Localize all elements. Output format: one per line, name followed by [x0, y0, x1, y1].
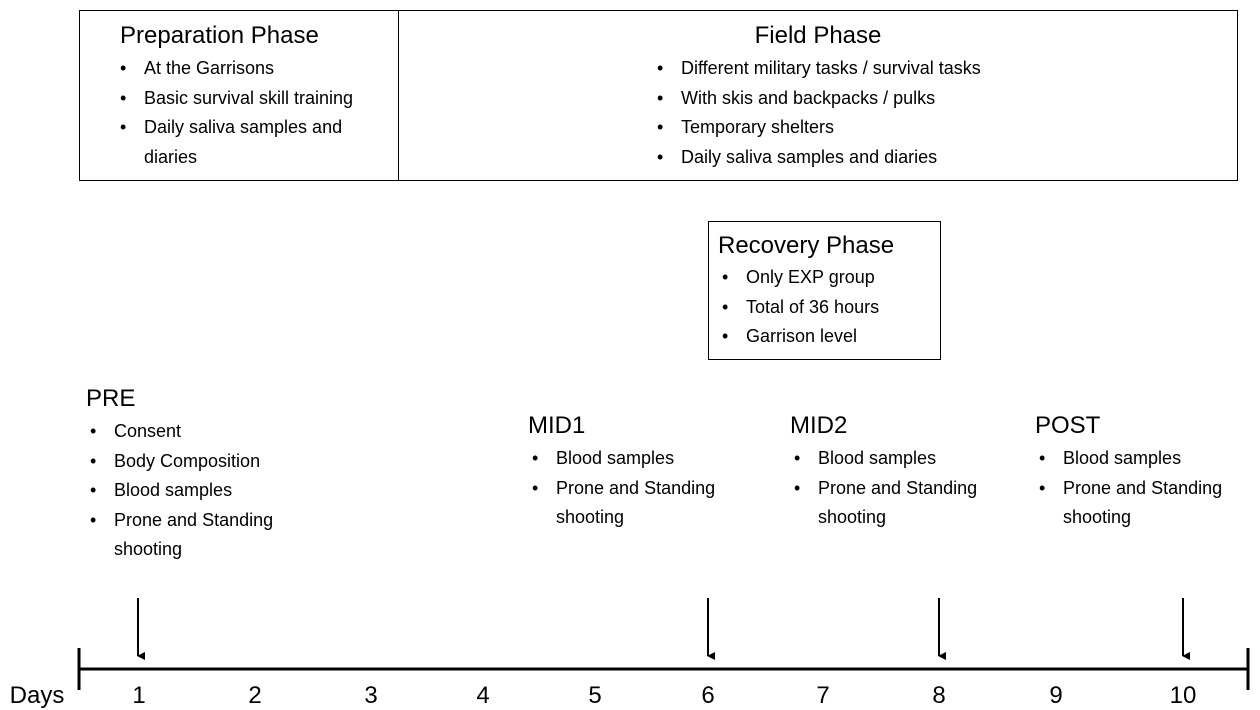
timepoint-list: Blood samplesProne and Standing shooting	[528, 444, 733, 533]
phase-list: Only EXP groupTotal of 36 hoursGarrison …	[718, 263, 938, 352]
phase-list: At the GarrisonsBasic survival skill tra…	[116, 54, 386, 172]
bullet-item: Prone and Standing shooting	[528, 474, 733, 533]
timepoint-title: POST	[1035, 412, 1101, 439]
day-label: 2	[248, 682, 262, 709]
timepoint-list: ConsentBody CompositionBlood samplesPron…	[86, 417, 291, 565]
bullet-item: Temporary shelters	[653, 113, 1213, 143]
bullet-item: Prone and Standing shooting	[1035, 474, 1240, 533]
bullet-item: Body Composition	[86, 447, 291, 477]
day-label: 3	[364, 682, 378, 709]
bullet-item: Garrison level	[718, 322, 938, 352]
phase-title: Field Phase	[754, 22, 882, 49]
timepoint: PRE ConsentBody CompositionBlood samplesP…	[86, 385, 291, 565]
bullet-item: Prone and Standing shooting	[86, 506, 291, 565]
timepoint-list: Blood samplesProne and Standing shooting	[1035, 444, 1240, 533]
timepoint-list: Blood samplesProne and Standing shooting	[790, 444, 995, 533]
top-box	[79, 10, 1238, 181]
phase: Recovery Phase Only EXP groupTotal of 36 …	[718, 232, 938, 352]
bullet-item: Blood samples	[86, 476, 291, 506]
timeline-label: Days	[9, 682, 65, 709]
bullet-item: Daily saliva samples and diaries	[653, 143, 1213, 173]
bullet-item: Blood samples	[1035, 444, 1240, 474]
timepoint: POST Blood samplesProne and Standing shoo…	[1035, 412, 1240, 533]
day-label: 10	[1169, 682, 1197, 709]
bullet-item: Only EXP group	[718, 263, 938, 293]
bullet-item: Blood samples	[528, 444, 733, 474]
timepoint-title: MID1	[528, 412, 586, 439]
phase: Preparation Phase At the GarrisonsBasic s…	[116, 22, 386, 172]
bullet-item: Consent	[86, 417, 291, 447]
phase-list: Different military tasks / survival task…	[653, 54, 1213, 172]
bullet-item: At the Garrisons	[116, 54, 386, 84]
bullet-item: Prone and Standing shooting	[790, 474, 995, 533]
timepoint: MID1 Blood samplesProne and Standing shoo…	[528, 412, 733, 533]
day-label: 8	[932, 682, 946, 709]
day-label: 4	[476, 682, 490, 709]
day-label: 5	[588, 682, 602, 709]
day-label: 6	[701, 682, 715, 709]
bullet-item: With skis and backpacks / pulks	[653, 84, 1213, 114]
bullet-item: Daily saliva samples and diaries	[116, 113, 386, 172]
bullet-item: Total of 36 hours	[718, 293, 938, 323]
phase-title: Recovery Phase	[718, 232, 895, 259]
phase: Field Phase Different military tasks / su…	[653, 22, 1213, 172]
bullet-item: Blood samples	[790, 444, 995, 474]
timepoint-title: MID2	[790, 412, 848, 439]
recovery-box	[708, 221, 941, 360]
timepoint: MID2 Blood samplesProne and Standing shoo…	[790, 412, 995, 533]
bullet-item: Different military tasks / survival task…	[653, 54, 1213, 84]
day-label: 7	[816, 682, 830, 709]
day-label: 1	[132, 682, 146, 709]
timepoint-title: PRE	[86, 385, 136, 412]
bullet-item: Basic survival skill training	[116, 84, 386, 114]
phase-title: Preparation Phase	[120, 22, 319, 49]
day-label: 9	[1049, 682, 1063, 709]
